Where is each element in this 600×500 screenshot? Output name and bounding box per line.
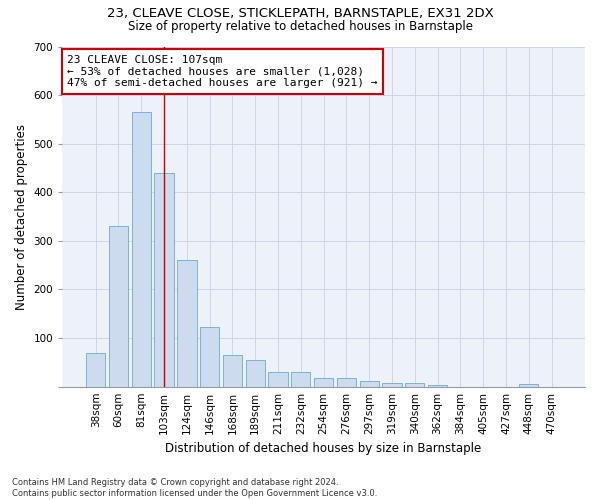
Bar xyxy=(268,372,288,386)
Bar xyxy=(131,112,151,386)
Text: 23 CLEAVE CLOSE: 107sqm
← 53% of detached houses are smaller (1,028)
47% of semi: 23 CLEAVE CLOSE: 107sqm ← 53% of detache… xyxy=(67,55,378,88)
Text: Size of property relative to detached houses in Barnstaple: Size of property relative to detached ho… xyxy=(128,20,473,33)
Bar xyxy=(223,355,242,386)
Bar xyxy=(337,378,356,386)
Bar xyxy=(245,360,265,386)
Bar xyxy=(291,372,310,386)
Bar xyxy=(519,384,538,386)
Text: Contains HM Land Registry data © Crown copyright and database right 2024.
Contai: Contains HM Land Registry data © Crown c… xyxy=(12,478,377,498)
Bar xyxy=(86,352,106,386)
Bar xyxy=(177,260,197,386)
Bar xyxy=(314,378,333,386)
Bar xyxy=(200,328,220,386)
Bar xyxy=(405,384,424,386)
Bar xyxy=(428,384,447,386)
Bar xyxy=(154,173,174,386)
Bar xyxy=(382,384,401,386)
Bar xyxy=(109,226,128,386)
X-axis label: Distribution of detached houses by size in Barnstaple: Distribution of detached houses by size … xyxy=(166,442,482,455)
Bar xyxy=(359,381,379,386)
Text: 23, CLEAVE CLOSE, STICKLEPATH, BARNSTAPLE, EX31 2DX: 23, CLEAVE CLOSE, STICKLEPATH, BARNSTAPL… xyxy=(107,8,493,20)
Y-axis label: Number of detached properties: Number of detached properties xyxy=(15,124,28,310)
